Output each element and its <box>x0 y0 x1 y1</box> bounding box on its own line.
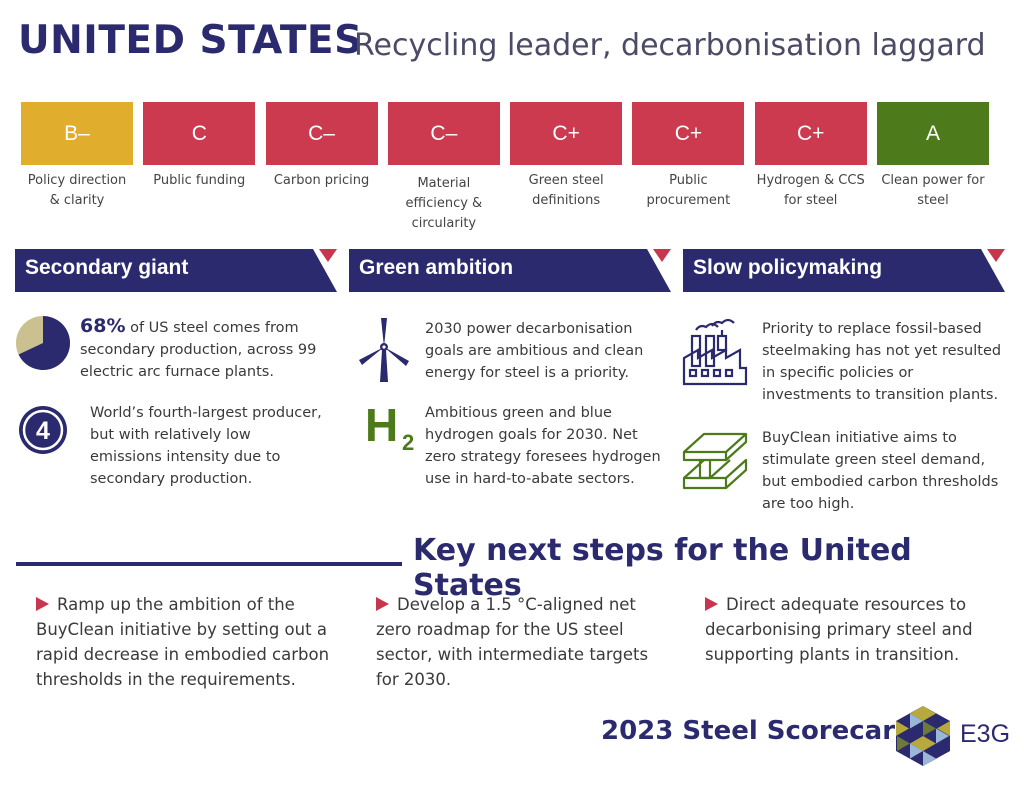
stat-percentage: 68% <box>80 315 126 337</box>
section-bar-shape <box>15 249 337 292</box>
next-step-text: Ramp up the ambition of the BuyClean ini… <box>36 595 330 689</box>
next-step-text: Develop a 1.5 °C-aligned net zero roadma… <box>376 595 649 689</box>
next-step-item: Direct adequate resources to decarbonisi… <box>705 592 1005 667</box>
wind-text: 2030 power decarbonisation goals are amb… <box>425 321 644 381</box>
grade-category-label: Public funding <box>153 173 246 188</box>
grade-category-label: Green steel definitions <box>528 173 604 208</box>
score-card: A Clean power for steel <box>876 102 989 234</box>
pie-chart-icon <box>16 316 70 370</box>
grade-tile: C <box>143 102 256 165</box>
section-bar-shape <box>349 249 671 292</box>
next-steps-title: Key next steps for the United States <box>413 533 912 603</box>
steps-divider <box>16 562 402 566</box>
grade-tile: A <box>876 102 989 165</box>
triangle-bullet-icon <box>376 597 389 611</box>
score-card: C+ Hydrogen & CCS for steel <box>754 102 867 234</box>
scorecard-footer-title: 2023 Steel Scorecard <box>601 716 914 746</box>
next-step-item: Ramp up the ambition of the BuyClean ini… <box>36 592 332 692</box>
pie-slice-secondary <box>18 316 70 370</box>
score-card: C– Material efficiency & circularity <box>387 102 500 234</box>
grade-category-label: Carbon pricing <box>273 173 370 188</box>
triangle-bullet-icon <box>36 597 49 611</box>
number-four-icon: 4 <box>19 406 67 454</box>
hydrogen-icon: H 2 <box>365 398 425 458</box>
wind-turbine-icon <box>359 318 409 382</box>
section-title-slow: Slow policymaking <box>693 256 883 279</box>
factory-icon <box>682 318 748 386</box>
steel-beam-icon <box>682 432 748 490</box>
triangle-bullet-icon <box>705 597 718 611</box>
section-title-green: Green ambition <box>359 256 514 279</box>
secondary-stat-text: 68% of US steel comes from secondary pro… <box>80 315 320 383</box>
grade-tile: C– <box>265 102 378 165</box>
grade-category-label: Policy direction & clarity <box>27 173 127 208</box>
scorecard-grades: B– Policy direction & clarity C Public fund… <box>21 102 989 234</box>
score-card: C Public funding <box>143 102 256 234</box>
factory-text: Priority to replace fossil-based steelma… <box>762 321 1002 403</box>
score-card: C+ Public procurement <box>632 102 745 234</box>
rank-number: 4 <box>36 417 50 445</box>
grade-tile: C+ <box>754 102 867 165</box>
e3g-brand: E3G <box>960 720 1011 748</box>
page-subtitle: Recycling leader, decarbonisation laggar… <box>354 28 986 63</box>
page-title: UNITED STATES <box>18 18 363 63</box>
section-bar-shape <box>683 249 1005 292</box>
next-step-item: Develop a 1.5 °C-aligned net zero roadma… <box>376 592 661 692</box>
grade-category-label: Hydrogen & CCS for steel <box>756 173 865 208</box>
score-card: C– Carbon pricing <box>265 102 378 234</box>
hydrogen-symbol: H <box>365 399 399 451</box>
e3g-logo-icon <box>896 706 950 766</box>
stat-description: of US steel comes from secondary product… <box>80 320 317 380</box>
grade-tile: C+ <box>632 102 745 165</box>
grade-tile: B– <box>21 102 133 165</box>
grade-category-label: Material efficiency & circularity <box>405 176 483 231</box>
rank-text: World’s fourth-largest producer, but wit… <box>90 405 322 487</box>
score-card: C+ Green steel definitions <box>510 102 623 234</box>
score-card: B– Policy direction & clarity <box>21 102 133 234</box>
grade-tile: C– <box>387 102 500 165</box>
grade-category-label: Public procurement <box>646 173 731 208</box>
buyclean-text: BuyClean initiative aims to stimulate gr… <box>762 430 999 512</box>
grade-category-label: Clean power for steel <box>881 173 985 208</box>
section-title-secondary: Secondary giant <box>25 256 189 279</box>
section-bar-slow: Slow policymaking <box>683 249 1005 292</box>
next-step-text: Direct adequate resources to decarbonisi… <box>705 595 973 664</box>
section-bar-secondary: Secondary giant <box>15 249 337 292</box>
hydrogen-text: Ambitious green and blue hydrogen goals … <box>425 405 661 487</box>
hydrogen-subscript: 2 <box>402 430 415 455</box>
grade-tile: C+ <box>510 102 623 165</box>
section-bar-green: Green ambition <box>349 249 671 292</box>
